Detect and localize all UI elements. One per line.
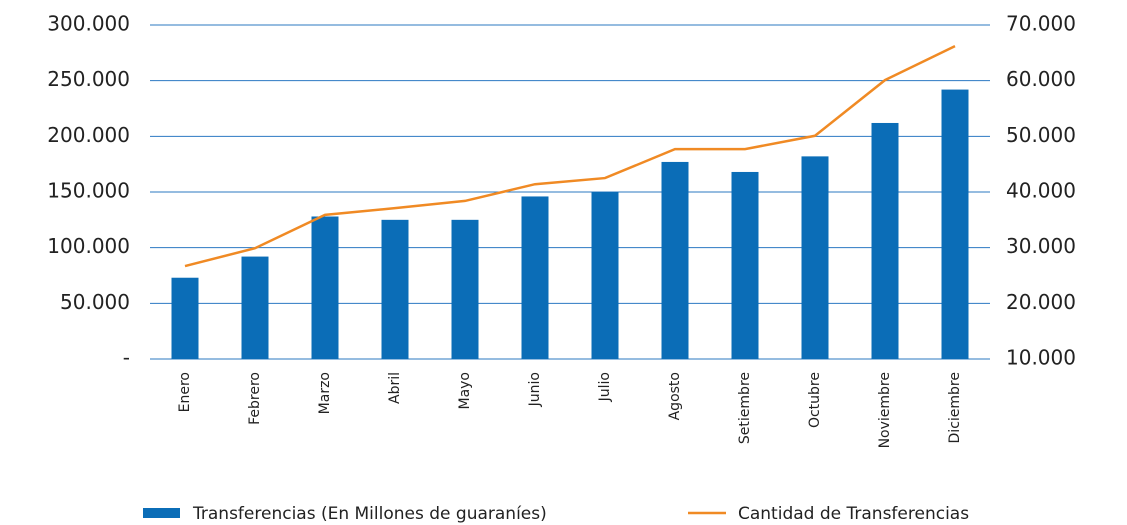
y-tick-label: -	[123, 346, 130, 370]
y-tick-label: 250.000	[47, 67, 130, 91]
bar	[171, 277, 199, 359]
x-tick-label: Diciembre	[947, 372, 963, 443]
y2-tick-label: 60.000	[1006, 67, 1076, 91]
x-tick-label: Enero	[177, 372, 193, 412]
bar	[381, 219, 409, 359]
legend-label: Transferencias (En Millones de guaraníes…	[192, 504, 547, 524]
y-tick-label: 100.000	[47, 234, 130, 258]
x-tick-label: Marzo	[317, 372, 333, 414]
x-tick-label: Febrero	[247, 372, 263, 425]
y2-tick-label: 50.000	[1006, 123, 1076, 147]
x-tick-label: Agosto	[667, 372, 683, 420]
legend-label: Cantidad de Transferencias	[738, 504, 969, 524]
bar	[941, 89, 969, 359]
bar	[311, 216, 339, 359]
y-tick-label: 150.000	[47, 179, 130, 203]
y-tick-label: 200.000	[47, 123, 130, 147]
line	[184, 45, 956, 268]
bar	[731, 171, 759, 359]
bar	[521, 196, 549, 359]
bar	[451, 219, 479, 359]
bar	[801, 156, 829, 359]
y-tick-label: 300.000	[47, 12, 130, 36]
x-tick-label: Setiembre	[737, 372, 753, 444]
x-tick-label: Junio	[527, 372, 543, 407]
y2-tick-label: 70.000	[1006, 12, 1076, 36]
bar	[661, 161, 689, 359]
x-tick-label: Julio	[597, 372, 613, 402]
bar	[241, 256, 269, 359]
x-tick-label: Noviembre	[877, 372, 893, 448]
y2-tick-label: 20.000	[1006, 290, 1076, 314]
x-tick-label: Mayo	[457, 372, 473, 410]
y2-tick-label: 10.000	[1006, 346, 1076, 370]
y2-tick-label: 30.000	[1006, 234, 1076, 258]
x-tick-label: Abril	[387, 372, 403, 404]
y-tick-label: 50.000	[60, 290, 130, 314]
bar	[591, 192, 619, 359]
legend-swatch	[143, 508, 180, 518]
bar	[871, 122, 899, 360]
y2-tick-label: 40.000	[1006, 179, 1076, 203]
x-tick-label: Octubre	[807, 372, 823, 428]
